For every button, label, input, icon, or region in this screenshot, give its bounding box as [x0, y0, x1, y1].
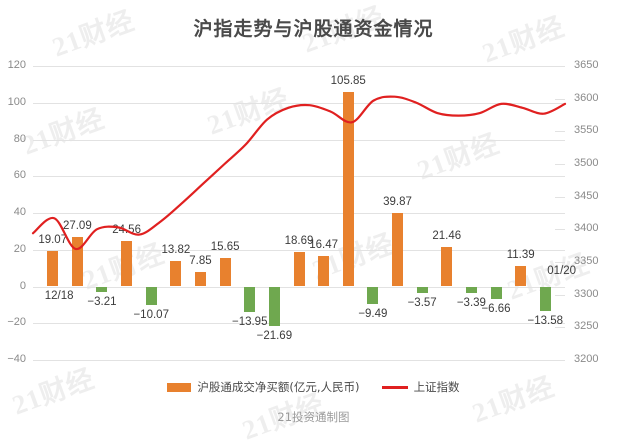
gridline — [33, 139, 565, 141]
right-axis-tick-mark — [555, 164, 565, 165]
left-axis-tick-label: −20 — [7, 316, 26, 329]
right-axis-tick-mark — [555, 327, 565, 329]
bar-value-label: 21.46 — [432, 230, 462, 243]
left-axis-tick-label: 40 — [13, 206, 26, 218]
gridline — [33, 213, 565, 214]
right-axis-tick-label: 3200 — [574, 353, 599, 365]
bar-negative — [539, 286, 551, 312]
gridline — [33, 323, 565, 325]
legend-line-swatch-icon — [381, 385, 408, 389]
left-axis-tick-label: 120 — [7, 59, 26, 71]
bar-value-label: −3.39 — [456, 296, 486, 309]
watermark: 21财经 — [203, 83, 294, 141]
bar-positive — [441, 247, 453, 287]
x-tick-label-start: 12/18 — [44, 289, 74, 302]
bar-positive — [342, 92, 354, 287]
gridline — [33, 66, 565, 67]
right-axis-tick-label: 3350 — [574, 255, 599, 267]
bar-positive — [293, 252, 305, 287]
gridline — [33, 360, 565, 361]
legend-bar-swatch-icon — [167, 382, 192, 392]
bar-value-label: 19.07 — [38, 234, 68, 247]
bar-value-label: 39.87 — [383, 196, 412, 209]
bar-negative — [490, 286, 502, 299]
right-axis-tick-mark — [555, 294, 565, 296]
bar-value-label: 11.39 — [506, 248, 535, 261]
legend-item-net-buy: 沪股通成交净买额(亿元,人民币) — [167, 379, 360, 395]
bar-value-label: 105.85 — [330, 75, 366, 87]
bar-positive — [392, 213, 404, 287]
bar-value-label: −9.49 — [358, 307, 388, 320]
right-axis-tick-label: 3550 — [574, 124, 599, 137]
bar-value-label: −13.95 — [231, 316, 268, 329]
bar-negative — [465, 286, 477, 293]
right-axis-tick-mark — [555, 196, 565, 198]
legend-label-index: 上证指数 — [413, 380, 460, 394]
bar-value-label: −3.57 — [407, 297, 437, 310]
right-axis-tick-label: 3400 — [574, 222, 599, 235]
gridline — [33, 249, 565, 251]
chart-legend: 沪股通成交净买额(亿元,人民币) 上证指数 — [0, 379, 627, 395]
left-axis-tick-label: 100 — [7, 95, 26, 108]
bar-negative — [416, 286, 428, 294]
left-axis-tick-label: 20 — [13, 242, 26, 255]
bar-value-label: 24.56 — [112, 224, 141, 237]
right-axis-tick-mark — [555, 262, 565, 263]
bar-value-label: −21.69 — [256, 330, 293, 343]
bar-negative — [145, 286, 157, 305]
right-axis-tick-mark — [555, 131, 565, 133]
bar-positive — [515, 265, 527, 287]
right-axis-tick-label: 3500 — [574, 157, 599, 169]
right-axis-tick-mark — [555, 360, 565, 361]
bar-value-label: 16.47 — [309, 239, 339, 252]
bar-value-label: −10.07 — [133, 309, 169, 321]
bar-value-label: 7.85 — [189, 255, 212, 268]
left-axis-tick-label: −40 — [7, 353, 26, 365]
watermark: 21财经 — [18, 103, 109, 161]
right-axis-tick-mark — [555, 98, 565, 100]
right-axis-tick-label: 3650 — [574, 59, 599, 71]
right-axis-tick-mark — [555, 229, 565, 231]
gridline — [33, 102, 565, 104]
bar-value-label: −3.21 — [87, 296, 117, 309]
bar-positive — [318, 256, 330, 287]
bar-positive — [170, 261, 182, 287]
bar-value-label: −13.58 — [527, 315, 564, 328]
bar-positive — [121, 241, 133, 287]
bar-value-label: −6.66 — [481, 302, 511, 315]
chart-footer-credit: 21投资通制图 — [277, 410, 350, 424]
x-tick-label-end: 01/20 — [547, 264, 577, 277]
watermark: 21财经 — [413, 128, 504, 186]
bar-positive — [194, 272, 206, 287]
bar-value-label: 15.65 — [210, 240, 240, 253]
left-axis-tick-label: 0 — [19, 279, 26, 292]
right-axis-tick-mark — [555, 66, 565, 67]
legend-item-index: 上证指数 — [381, 379, 460, 395]
legend-label-net-buy: 沪股通成交净买额(亿元,人民币) — [197, 380, 360, 394]
bar-negative — [268, 286, 280, 327]
chart-title: 沪指走势与沪股通资金情况 — [193, 18, 434, 40]
bar-negative — [244, 286, 256, 313]
gridline — [33, 176, 565, 178]
left-axis-tick-label: 60 — [13, 169, 26, 182]
bar-positive — [71, 236, 83, 287]
right-axis-tick-label: 3250 — [574, 320, 599, 333]
left-axis-tick-label: 80 — [13, 132, 26, 145]
bar-positive — [219, 257, 231, 287]
right-axis-tick-label: 3600 — [574, 91, 599, 104]
right-axis-tick-label: 3300 — [574, 287, 599, 300]
right-axis-tick-label: 3450 — [574, 189, 599, 202]
bar-negative — [96, 286, 108, 293]
gridline — [33, 286, 565, 288]
bar-negative — [367, 286, 379, 304]
bar-positive — [47, 251, 59, 287]
